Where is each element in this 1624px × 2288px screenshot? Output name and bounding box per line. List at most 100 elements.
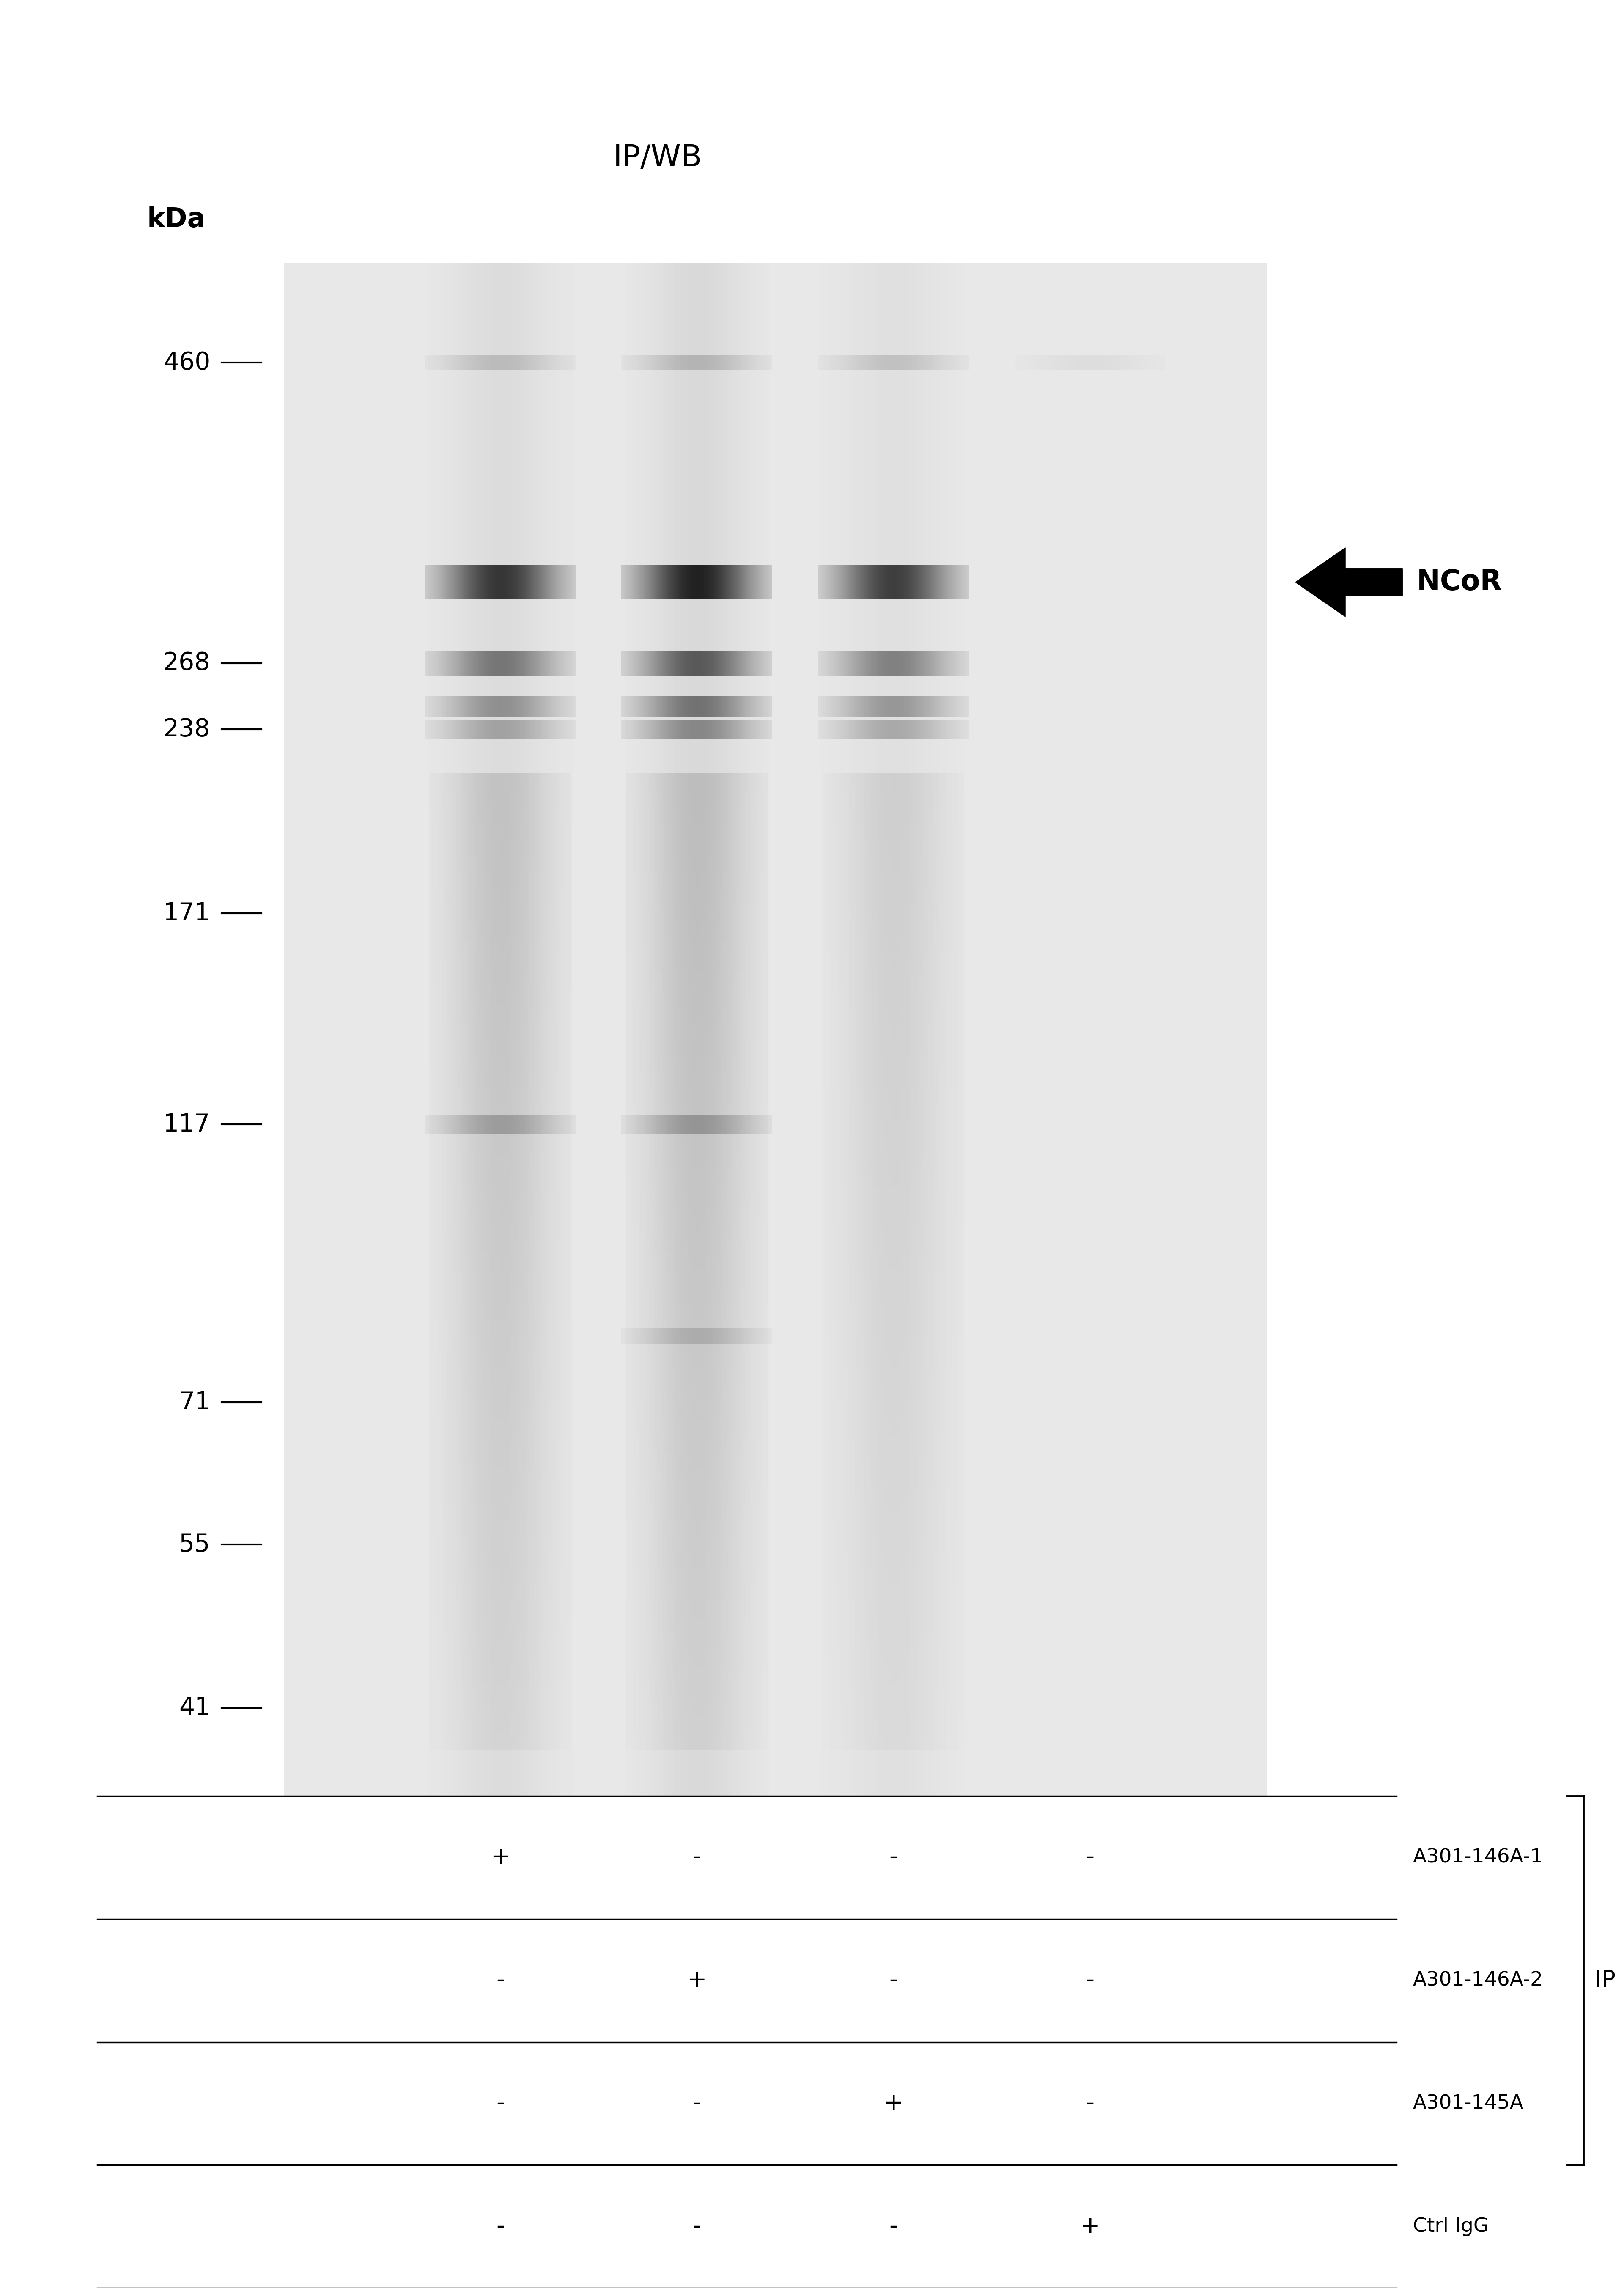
Bar [901,1286,905,1304]
Bar [825,1387,827,1403]
Bar [486,1668,487,1684]
Bar [461,1453,463,1469]
Bar [859,1634,861,1652]
Bar [715,890,718,906]
Bar [693,824,695,840]
Bar [547,1419,549,1435]
Bar [531,1004,533,1020]
Bar [468,1700,471,1718]
Bar [562,1567,564,1586]
Bar [640,1684,643,1700]
Bar [442,1535,443,1551]
Bar [503,1718,507,1734]
Bar [659,1602,663,1618]
Bar [627,1501,628,1519]
Bar [654,840,658,856]
Bar [451,1137,453,1153]
Bar [682,1020,684,1039]
Bar [921,1270,924,1286]
Bar [499,1501,502,1519]
Bar [648,1453,650,1469]
Bar [437,1403,438,1419]
Bar [508,1602,512,1618]
Bar [715,1535,718,1551]
Bar [705,906,708,922]
Bar [653,1368,654,1387]
Bar [542,890,544,906]
Bar [693,1501,695,1519]
Bar [869,1220,870,1238]
Bar [443,988,447,1004]
Bar [705,1469,708,1485]
Bar [758,1368,760,1387]
Bar [723,1634,724,1652]
Bar [929,1153,931,1171]
Bar [533,1700,536,1718]
Bar [667,1087,669,1105]
Bar [635,1718,638,1734]
Bar [476,1304,477,1320]
Bar [669,1519,672,1535]
Bar [739,1469,741,1485]
Bar [679,1535,682,1551]
Bar [658,956,659,972]
Bar [461,922,463,938]
Bar [851,1668,854,1684]
Bar [906,906,909,922]
Bar [957,1387,960,1403]
Bar [919,906,921,922]
Bar [750,1734,754,1750]
Bar [914,1336,916,1352]
Bar [921,1586,924,1602]
Bar [840,1485,841,1501]
Bar [695,1203,698,1220]
Bar [844,938,846,956]
Bar [924,1652,926,1668]
Bar [729,1387,732,1403]
Bar [664,1453,667,1469]
Bar [487,1071,489,1087]
Bar [900,890,901,906]
Bar [947,1435,950,1453]
Bar [952,1087,955,1105]
Bar [630,1238,633,1254]
Bar [684,1700,685,1718]
Bar [931,1055,932,1071]
Bar [900,1020,901,1039]
Bar [552,773,554,789]
Bar [633,1551,635,1567]
Bar [705,938,708,956]
Bar [744,1668,745,1684]
Bar [830,1004,831,1020]
Bar [846,1203,849,1220]
Bar [861,1004,864,1020]
Bar [633,1602,635,1618]
Bar [760,890,763,906]
Bar [741,1020,744,1039]
Bar [909,1320,911,1336]
Bar [827,1602,830,1618]
Bar [628,872,630,890]
Bar [448,1039,451,1055]
Bar [901,1435,905,1453]
Bar [732,1055,734,1071]
Bar [482,1004,486,1020]
Bar [825,1567,827,1586]
Bar [689,1718,690,1734]
Bar [451,956,453,972]
Bar [947,1634,950,1652]
Bar [827,1403,830,1419]
Bar [638,1469,640,1485]
Bar [486,1734,487,1750]
Bar [461,872,463,890]
Bar [831,1501,835,1519]
Bar [745,1485,749,1501]
Bar [468,906,471,922]
Bar [718,1153,719,1171]
Bar [516,1153,518,1171]
Bar [568,1004,572,1020]
Bar [442,1602,443,1618]
Bar [507,906,508,922]
Bar [760,956,763,972]
Bar [749,1652,750,1668]
